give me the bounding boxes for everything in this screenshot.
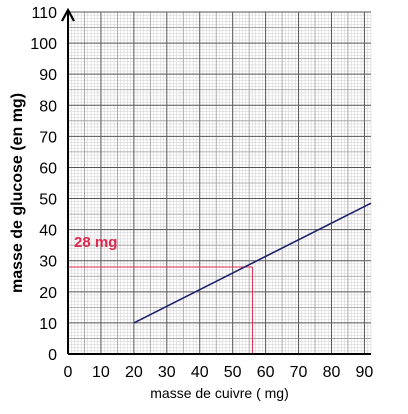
mid-grid: [68, 12, 371, 354]
x-tick-label: 40: [191, 364, 209, 381]
y-tick-label: 20: [39, 285, 57, 302]
x-tick-label: 0: [64, 364, 73, 381]
x-tick-label: 70: [290, 364, 308, 381]
y-tick-label: 90: [39, 67, 57, 84]
y-tick-label: 0: [48, 347, 57, 364]
series-layer: [133, 202, 372, 324]
y-tick-label: 50: [39, 192, 57, 209]
y-tick-label: 70: [39, 129, 57, 146]
y-tick-label: 10: [39, 316, 57, 333]
x-tick-label: 10: [92, 364, 110, 381]
y-tick-label: 110: [31, 5, 57, 22]
y-tick-label: 40: [39, 223, 57, 240]
series-line: [133, 202, 372, 324]
y-axis-title: masse de glucose (en mg): [9, 93, 26, 293]
x-tick-label: 90: [356, 364, 374, 381]
x-tick-label: 60: [257, 364, 275, 381]
annotation-28mg: 28 mg: [74, 234, 117, 251]
x-axis-title: masse de cuivre ( mg): [150, 385, 288, 401]
y-tick-label: 60: [39, 160, 57, 177]
x-tick-label: 80: [323, 364, 341, 381]
x-tick-label: 50: [224, 364, 242, 381]
tick-labels: 0 10 20 30 40 50 60 70 80 90 0 10 20 30 40 50 60 70 80 90 10…: [30, 5, 373, 381]
y-axis-arrow-icon: [61, 7, 75, 22]
guide-lines: [68, 266, 253, 354]
x-tick-label: 20: [125, 364, 143, 381]
x-tick-label: 30: [158, 364, 176, 381]
axes: [61, 7, 371, 355]
y-tick-label: 30: [39, 254, 57, 271]
y-tick-label: 100: [30, 36, 57, 53]
y-tick-label: 80: [39, 98, 57, 115]
